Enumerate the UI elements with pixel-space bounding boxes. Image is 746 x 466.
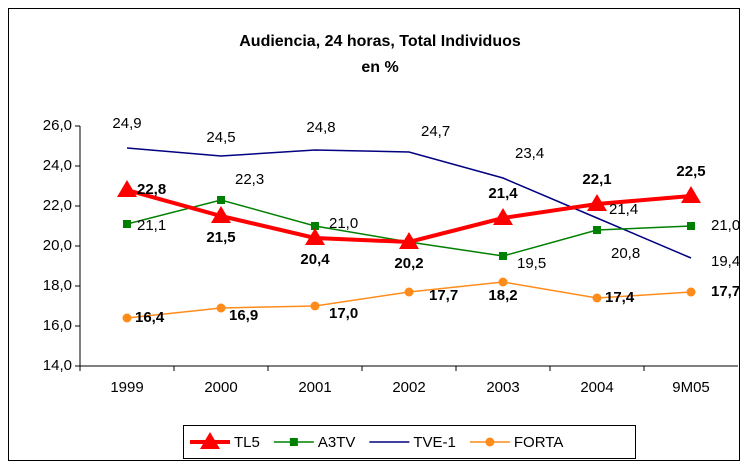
legend-label: TL5 — [234, 434, 260, 451]
data-label: 22,3 — [235, 171, 264, 188]
data-point — [493, 208, 513, 225]
x-tick-label: 9M05 — [672, 379, 710, 396]
x-tick-label: 2000 — [204, 379, 237, 396]
data-point — [687, 222, 695, 230]
data-label: 23,4 — [515, 145, 544, 162]
chart-title: en % — [361, 59, 398, 76]
data-label: 19,5 — [517, 255, 546, 272]
data-point — [117, 180, 137, 197]
data-point — [592, 293, 602, 303]
data-point — [498, 277, 508, 287]
data-label: 20,4 — [300, 251, 330, 268]
data-label: 22,8 — [137, 181, 166, 198]
data-label: 17,0 — [329, 305, 358, 322]
data-label: 18,2 — [488, 287, 517, 304]
x-tick-label: 2001 — [298, 379, 331, 396]
data-label: 24,9 — [112, 115, 141, 132]
legend-marker — [200, 432, 220, 449]
legend-marker — [289, 438, 298, 446]
data-point — [587, 194, 607, 211]
data-label: 21,0 — [711, 217, 740, 234]
y-tick-label: 16,0 — [43, 317, 72, 334]
data-label: 21,0 — [329, 215, 358, 232]
data-point — [217, 196, 225, 204]
chart-border — [8, 8, 740, 461]
data-label: 22,1 — [582, 171, 611, 188]
data-point — [211, 206, 231, 223]
data-label: 21,1 — [137, 217, 166, 234]
y-tick-label: 18,0 — [43, 277, 72, 294]
legend-box — [183, 425, 636, 459]
chart-title: Audiencia, 24 horas, Total Individuos — [239, 33, 521, 50]
data-point — [404, 287, 414, 297]
data-label: 21,4 — [609, 201, 638, 218]
data-label: 17,4 — [605, 289, 635, 306]
legend-marker — [485, 437, 495, 447]
data-point — [499, 252, 507, 260]
data-label: 21,5 — [206, 229, 235, 246]
legend-label: A3TV — [318, 434, 356, 451]
y-tick-label: 20,0 — [43, 237, 72, 254]
data-point — [123, 220, 131, 228]
data-label: 20,8 — [611, 245, 640, 262]
data-label: 20,2 — [394, 255, 423, 272]
data-label: 17,7 — [711, 283, 740, 300]
x-tick-label: 2002 — [392, 379, 425, 396]
data-point — [399, 232, 419, 249]
x-tick-label: 2004 — [580, 379, 613, 396]
data-label: 19,4 — [711, 253, 740, 270]
legend-label: TVE-1 — [413, 434, 456, 451]
data-label: 17,7 — [429, 287, 458, 304]
data-label: 21,4 — [488, 185, 518, 202]
y-tick-label: 24,0 — [43, 157, 72, 174]
data-point — [311, 222, 319, 230]
data-label: 16,9 — [229, 307, 258, 324]
data-label: 24,7 — [421, 123, 450, 140]
data-label: 24,8 — [306, 119, 335, 136]
data-point — [216, 303, 226, 313]
x-tick-label: 2003 — [486, 379, 519, 396]
data-point — [593, 226, 601, 234]
x-tick-label: 1999 — [110, 379, 143, 396]
y-tick-label: 26,0 — [43, 117, 72, 134]
legend-label: FORTA — [514, 434, 563, 451]
y-tick-label: 22,0 — [43, 197, 72, 214]
data-label: 24,5 — [206, 129, 235, 146]
data-point — [686, 287, 696, 297]
data-point — [310, 301, 320, 311]
data-point — [122, 313, 132, 323]
series-line — [126, 147, 692, 259]
y-tick-label: 14,0 — [43, 357, 72, 374]
data-label: 16,4 — [135, 309, 165, 326]
data-point — [681, 186, 701, 203]
data-label: 22,5 — [676, 163, 705, 180]
data-point — [305, 228, 325, 245]
